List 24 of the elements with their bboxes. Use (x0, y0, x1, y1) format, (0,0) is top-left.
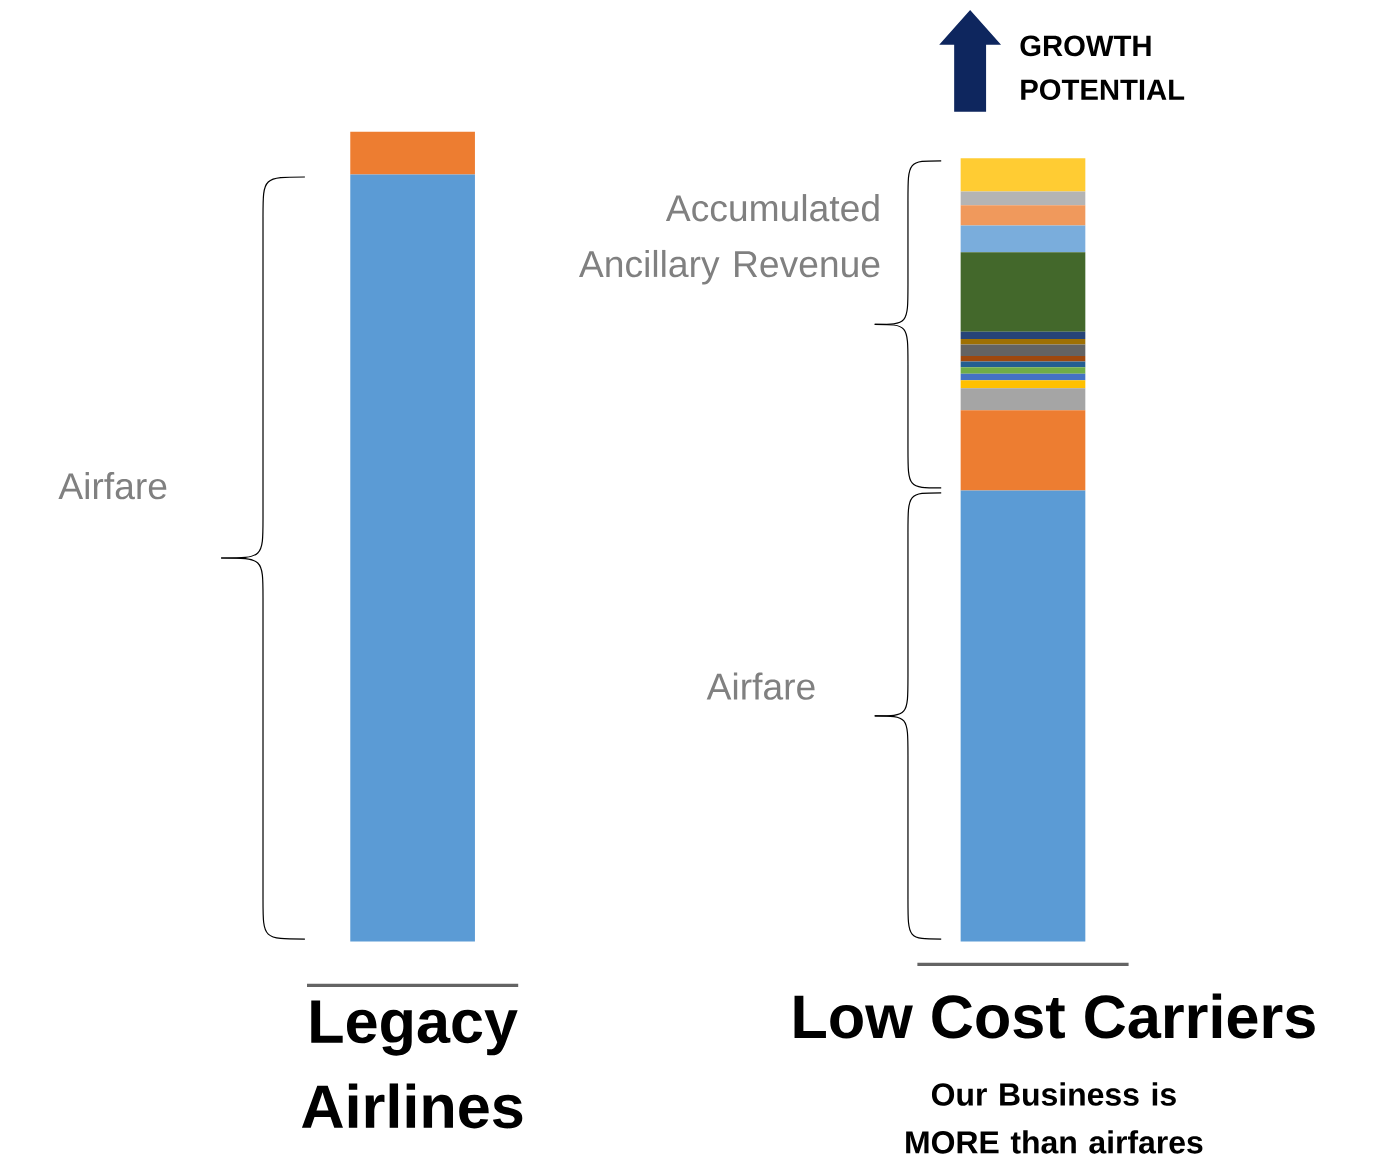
annotation: Airfare (706, 672, 815, 700)
bar (350, 131, 475, 175)
annotation: Airfare (58, 472, 167, 500)
bar (960, 490, 1086, 942)
bar (960, 410, 1086, 491)
bar (960, 191, 1086, 206)
bar (960, 331, 1086, 340)
x-tick-label: Low Cost Carriers (794, 993, 1315, 1039)
bar (960, 356, 1086, 362)
bar (960, 158, 1086, 192)
bar (960, 380, 1086, 389)
bar (960, 225, 1086, 253)
text: Our Business is MORE than airfares (906, 1082, 1203, 1154)
bar (960, 252, 1086, 332)
bar (960, 388, 1086, 411)
text: GROWTH POTENTIAL (1020, 35, 1185, 101)
x-tick-label: Legacy Airlines (301, 1000, 523, 1129)
bar (960, 373, 1086, 381)
bar (960, 339, 1086, 345)
bar (350, 174, 475, 942)
bar (960, 205, 1086, 226)
bar (960, 344, 1086, 357)
bar (960, 367, 1086, 374)
annotation: Accumulated Ancillary Revenue (579, 194, 880, 285)
